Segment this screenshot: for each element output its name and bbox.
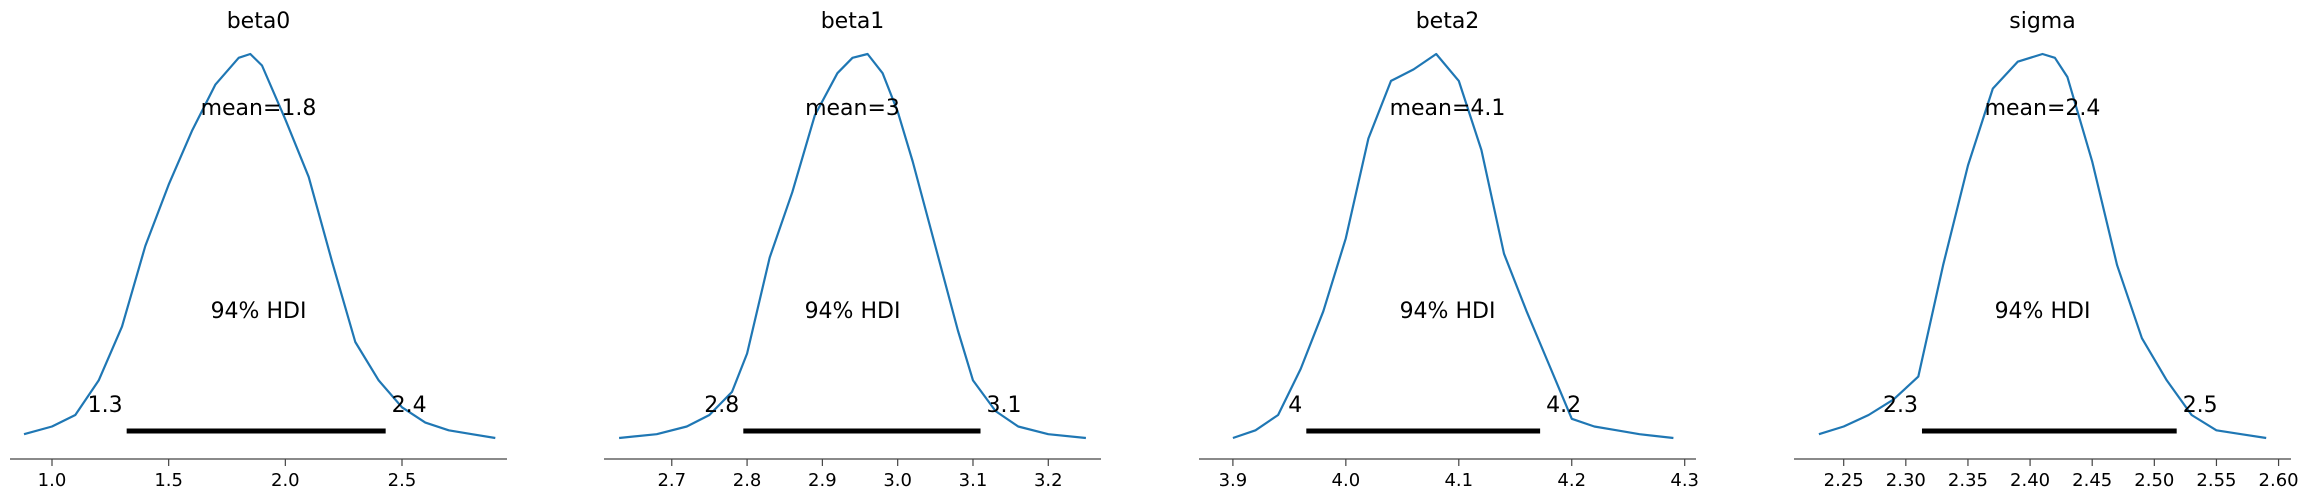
x-tick-label: 2.0 xyxy=(271,470,300,491)
x-tick-label: 4.1 xyxy=(1444,470,1473,491)
x-tick-label: 3.2 xyxy=(1034,470,1063,491)
density-curve xyxy=(1818,52,2267,440)
panel-beta0: beta0 mean=1.8 94% HDI 1.3 2.4 1.0 1.5 2.0 2.5 xyxy=(10,9,507,491)
density-curve xyxy=(618,52,1087,440)
panel-title: beta0 xyxy=(227,9,291,34)
x-tick-label: 3.9 xyxy=(1219,470,1248,491)
x-tick-label: 2.7 xyxy=(657,470,686,491)
x-tick-label: 2.5 xyxy=(388,470,417,491)
hdi-low-label: 1.3 xyxy=(88,393,123,418)
hdi-low-label: 2.3 xyxy=(1883,393,1918,418)
x-tick-label: 3.0 xyxy=(883,470,912,491)
x-tick-label: 2.25 xyxy=(1824,470,1864,491)
x-tick-label: 2.9 xyxy=(808,470,837,491)
hdi-low-label: 2.8 xyxy=(704,393,739,418)
x-tick-label: 1.0 xyxy=(38,470,67,491)
hdi-label: 94% HDI xyxy=(1995,299,2091,324)
panel-sigma: sigma mean=2.4 94% HDI 2.3 2.5 2.25 2.30 2.35 2.… xyxy=(1794,9,2299,491)
x-tick-label: 2.35 xyxy=(1948,470,1988,491)
x-tick-label: 2.40 xyxy=(2010,470,2050,491)
panel-beta2: beta2 mean=4.1 94% HDI 4 4.2 3.9 4.0 4.1 4.2 4.3 xyxy=(1199,9,1699,491)
density-curve xyxy=(1232,52,1674,440)
x-tick-label: 4.3 xyxy=(1670,470,1699,491)
hdi-high-label: 4.2 xyxy=(1546,393,1581,418)
density-curve xyxy=(23,52,496,440)
hdi-label: 94% HDI xyxy=(805,299,901,324)
hdi-high-label: 2.5 xyxy=(2183,393,2218,418)
hdi-label: 94% HDI xyxy=(1400,299,1496,324)
x-tick-label: 1.5 xyxy=(154,470,183,491)
panel-beta1: beta1 mean=3 94% HDI 2.8 3.1 2.7 2.8 2.9 3.0 3.1 3… xyxy=(604,9,1101,491)
mean-label: mean=2.4 xyxy=(1985,96,2101,121)
x-tick-label: 3.1 xyxy=(959,470,988,491)
x-tick-label: 2.50 xyxy=(2134,470,2174,491)
hdi-high-label: 3.1 xyxy=(987,393,1022,418)
x-tick-label: 4.2 xyxy=(1557,470,1586,491)
x-tick-label: 2.8 xyxy=(733,470,762,491)
x-tick-label: 4.0 xyxy=(1332,470,1361,491)
hdi-high-label: 2.4 xyxy=(392,393,427,418)
mean-label: mean=3 xyxy=(805,96,900,121)
panel-title: beta1 xyxy=(821,9,885,34)
mean-label: mean=4.1 xyxy=(1390,96,1506,121)
panel-title: sigma xyxy=(2009,9,2075,34)
x-tick-label: 2.45 xyxy=(2072,470,2112,491)
panel-title: beta2 xyxy=(1416,9,1480,34)
x-tick-label: 2.30 xyxy=(1886,470,1926,491)
x-tick-label: 2.60 xyxy=(2259,470,2299,491)
mean-label: mean=1.8 xyxy=(201,96,317,121)
hdi-label: 94% HDI xyxy=(211,299,307,324)
hdi-low-label: 4 xyxy=(1288,393,1302,418)
x-tick-label: 2.55 xyxy=(2196,470,2236,491)
